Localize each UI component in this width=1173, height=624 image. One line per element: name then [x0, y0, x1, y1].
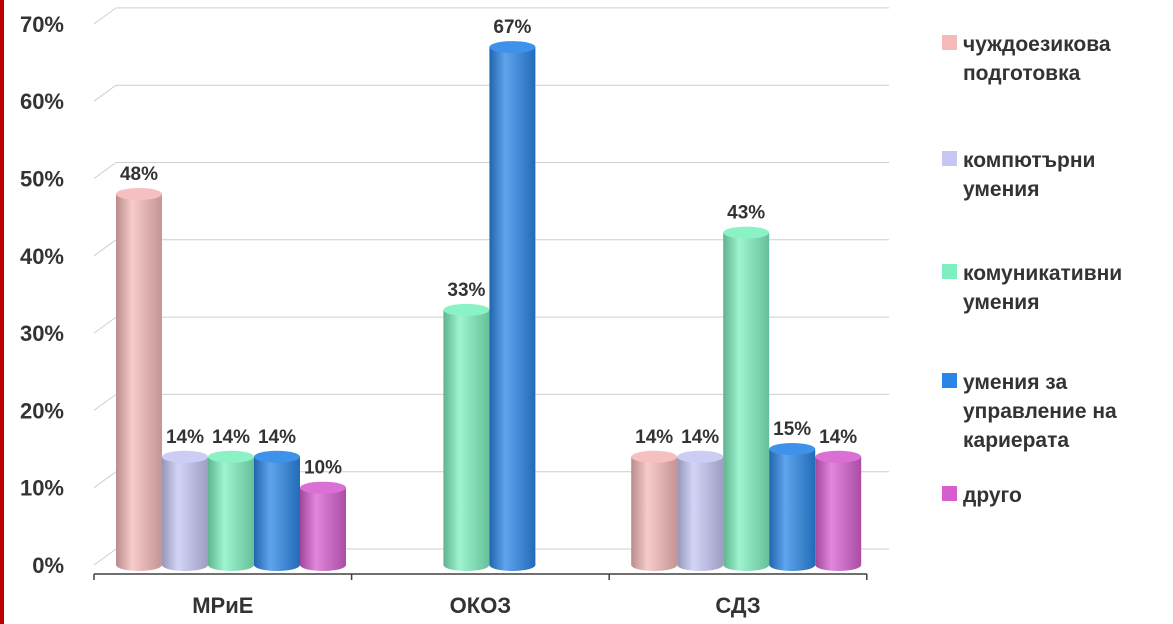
bar-cap [254, 450, 300, 463]
bar-cap [208, 450, 254, 463]
bar-body [162, 456, 208, 571]
legend-swatch [942, 264, 957, 279]
data-label: 43% [727, 203, 765, 224]
bar [116, 187, 162, 571]
legend-label: чуждоезикова подготовка [963, 33, 1111, 85]
legend-label: умения за управление на кариерата [963, 371, 1117, 452]
gridline-depth [93, 239, 117, 257]
bar [769, 443, 816, 571]
legend-item-communication-skills: комуникативни умения [942, 259, 1173, 317]
bar-cap [489, 41, 536, 54]
bar-body [677, 456, 724, 571]
bar-body [116, 193, 162, 571]
data-label: 14% [635, 427, 673, 448]
x-category-label: МРиЕ [192, 593, 253, 618]
bar-body [631, 456, 678, 571]
x-category-label: СДЗ [715, 593, 760, 618]
legend-label: комуникативни умения [963, 262, 1123, 314]
bar-cap [300, 481, 346, 494]
bar-cap [723, 226, 770, 239]
data-label: 14% [212, 427, 250, 448]
bar [815, 450, 862, 571]
legend-item-foreign-language: чуждоезикова подготовка [942, 30, 1173, 88]
gridline-depth [93, 7, 117, 25]
bar [300, 481, 346, 571]
data-label: 15% [773, 419, 811, 440]
bar-body [443, 309, 490, 571]
gridline-depth [93, 471, 117, 489]
bar-cap [443, 303, 490, 316]
y-tick-label: 40% [20, 244, 64, 269]
legend-swatch [942, 151, 957, 166]
y-tick-label: 20% [20, 398, 64, 423]
gridline-depth [93, 316, 117, 334]
bar [254, 450, 300, 571]
gridline-depth [93, 548, 117, 566]
y-tick-label: 70% [20, 12, 64, 37]
gridline-depth [93, 84, 117, 102]
y-tick-label: 60% [20, 89, 64, 114]
bar-body [769, 449, 816, 571]
bar [631, 450, 678, 571]
slide-edge-stripe [0, 0, 4, 624]
bar-cap [116, 187, 162, 200]
x-category-label: ОКОЗ [450, 593, 511, 618]
bar-body [489, 47, 536, 571]
data-label: 14% [258, 427, 296, 448]
y-tick-label: 50% [20, 167, 64, 192]
y-tick-label: 0% [32, 553, 64, 578]
data-label: 14% [166, 427, 204, 448]
bar-body [815, 456, 862, 571]
bar-body [208, 456, 254, 571]
y-tick-label: 10% [20, 476, 64, 501]
legend-label: друго [963, 484, 1022, 507]
bar-cap [631, 450, 678, 463]
bar-body [723, 232, 770, 571]
legend-item-computer-skills: компютърни умения [942, 146, 1173, 204]
legend-label: компютърни умения [963, 149, 1096, 201]
legend-swatch [942, 35, 957, 50]
legend-item-other: друго [942, 481, 1173, 510]
legend-item-career-management: умения за управление на кариерата [942, 368, 1173, 455]
legend-swatch [942, 486, 957, 501]
bar-chart: 0% 10% 20% 30% 40% 50% 60% 70% 48% 14% 14% 14% 14% 3… [20, 7, 889, 618]
bar-cap [815, 450, 862, 463]
legend-swatch [942, 373, 957, 388]
bar [443, 303, 490, 571]
bar-cap [162, 450, 208, 463]
bar-body [300, 487, 346, 571]
data-label: 14% [681, 427, 719, 448]
bar-cap [677, 450, 724, 463]
gridline-depth [93, 393, 117, 411]
bar-body [254, 456, 300, 571]
bar [677, 450, 724, 571]
bar [723, 226, 770, 571]
data-label: 10% [304, 458, 342, 479]
data-label: 67% [493, 17, 531, 38]
data-label: 33% [447, 280, 485, 301]
gridline-depth [93, 162, 117, 179]
bar [162, 450, 208, 571]
bar [208, 450, 254, 571]
data-label: 48% [120, 164, 158, 185]
y-tick-label: 30% [20, 321, 64, 346]
data-label: 14% [819, 427, 857, 448]
bar-cap [769, 443, 816, 456]
bar [489, 41, 536, 571]
